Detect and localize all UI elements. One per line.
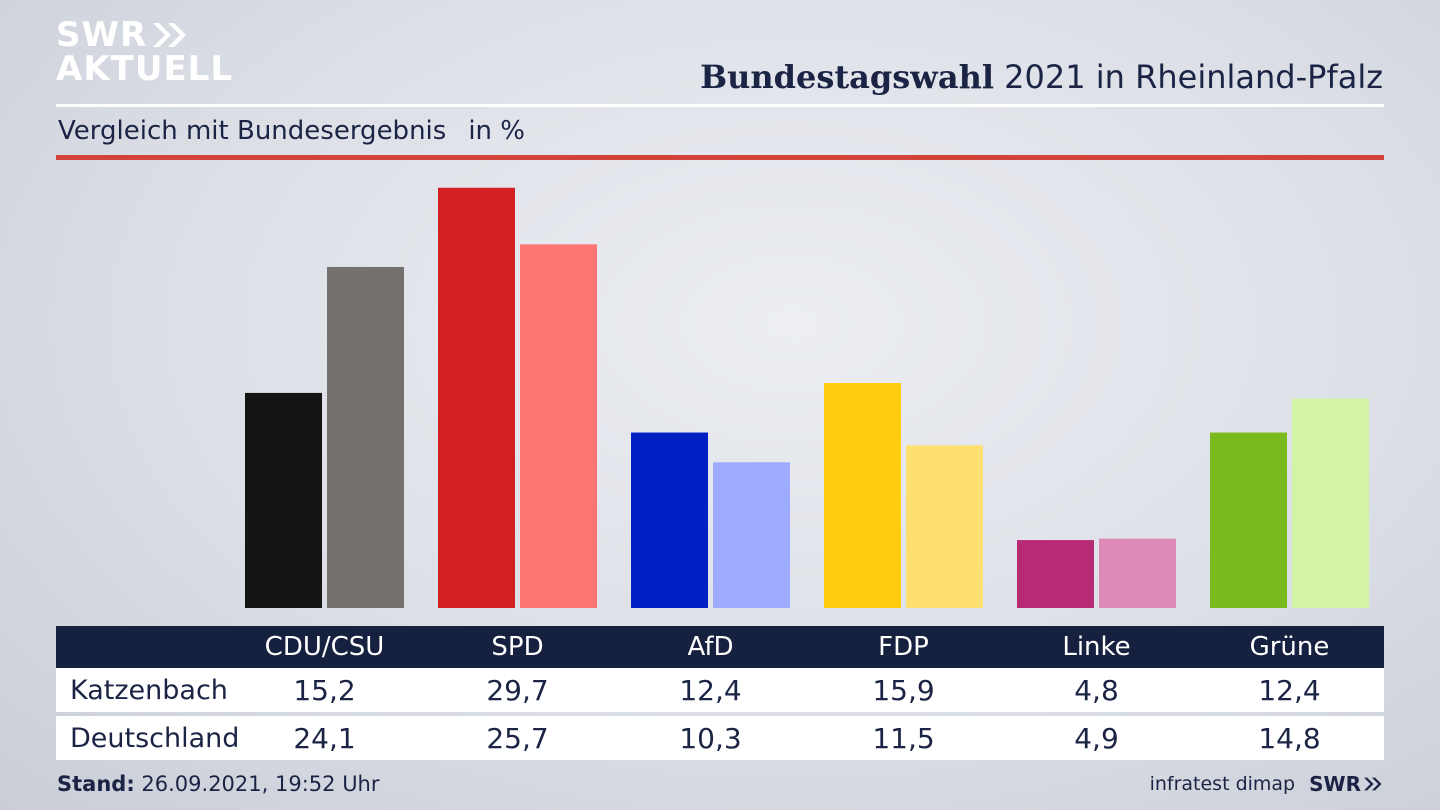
swr-aktuell-logo: SWR AKTUELL <box>56 18 233 86</box>
bar-spd-deutschland <box>520 244 597 608</box>
bar-fdp-katzenbach <box>824 383 901 608</box>
chart-subtitle: Vergleich mit Bundesergebnis in % <box>58 116 525 146</box>
category-label: Linke <box>1062 632 1131 662</box>
footer-brand-text: SWR <box>1309 772 1361 796</box>
data-label: 24,1 <box>293 721 356 755</box>
logo-swr-text: SWR <box>56 15 148 55</box>
category-label: CDU/CSU <box>264 632 385 662</box>
data-label: 10,3 <box>679 721 742 755</box>
footer-source: infratest dimap SWR <box>1150 772 1383 796</box>
data-label: 4,8 <box>1074 673 1119 707</box>
logo-aktuell-text: AKTUELL <box>56 49 234 89</box>
bar-cdu-csu-deutschland <box>327 266 404 608</box>
data-label: 12,4 <box>679 673 742 707</box>
data-label: 29,7 <box>486 673 549 707</box>
footer-brand: SWR <box>1309 772 1383 796</box>
page-title-bold: Bundestagswahl <box>700 58 994 96</box>
bar-grüne-deutschland <box>1292 398 1369 608</box>
data-label: 25,7 <box>486 721 549 755</box>
data-label: 4,9 <box>1074 721 1119 755</box>
bar-afd-deutschland <box>713 462 790 608</box>
subtitle-text: Vergleich mit Bundesergebnis <box>58 116 447 146</box>
bar-cdu-csu-katzenbach <box>245 392 322 608</box>
results-table: CDU/CSU SPD AfD FDP Linke Grüne Katzenbach 15… <box>56 626 1384 760</box>
table-row-katzenbach: Katzenbach 15,2 29,7 12,4 15,9 4,8 12,4 <box>56 668 1384 712</box>
data-label: 15,9 <box>872 673 935 707</box>
bar-spd-katzenbach <box>438 187 515 608</box>
page-title-rest: 2021 in Rheinland-Pfalz <box>1004 58 1383 96</box>
bar-linke-deutschland <box>1099 538 1176 608</box>
row-label: Deutschland <box>70 722 240 754</box>
source-text: infratest dimap <box>1149 773 1296 795</box>
header-divider <box>56 104 1384 107</box>
bar-grüne-katzenbach <box>1210 432 1287 608</box>
table-row-deutschland: Deutschland 24,1 25,7 10,3 11,5 4,9 14,8 <box>56 716 1384 760</box>
timestamp: Stand: 26.09.2021, 19:52 Uhr <box>57 772 380 796</box>
page-title: Bundestagswahl 2021 in Rheinland-Pfalz <box>700 58 1383 96</box>
data-label: 12,4 <box>1258 673 1321 707</box>
table-header: CDU/CSU SPD AfD FDP Linke Grüne <box>56 626 1384 668</box>
bar-linke-katzenbach <box>1017 540 1094 608</box>
accent-divider <box>56 155 1384 160</box>
category-label: Grüne <box>1249 632 1330 662</box>
subtitle-unit: in % <box>468 116 525 146</box>
bar-afd-katzenbach <box>631 432 708 608</box>
bar-fdp-deutschland <box>906 445 983 608</box>
stand-value: 26.09.2021, 19:52 Uhr <box>141 772 380 796</box>
stand-label: Stand: <box>57 772 135 796</box>
category-label: AfD <box>687 632 734 662</box>
chevron-double-icon <box>153 23 187 47</box>
data-label: 11,5 <box>872 721 935 755</box>
chevron-double-icon <box>1364 777 1382 791</box>
category-label: FDP <box>878 632 929 662</box>
data-label: 15,2 <box>293 673 356 707</box>
data-label: 14,8 <box>1258 721 1321 755</box>
category-label: SPD <box>491 632 544 662</box>
row-label: Katzenbach <box>70 674 228 706</box>
